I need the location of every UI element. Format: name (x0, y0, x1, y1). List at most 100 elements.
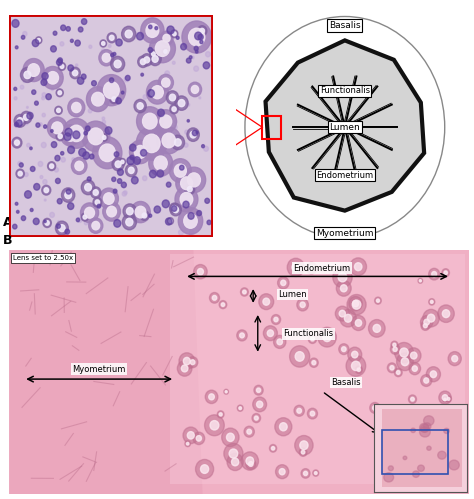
Circle shape (56, 224, 60, 229)
Circle shape (201, 465, 209, 474)
Circle shape (141, 73, 144, 76)
Circle shape (155, 41, 170, 56)
Circle shape (116, 98, 121, 104)
Circle shape (166, 182, 171, 187)
Circle shape (15, 202, 18, 205)
Circle shape (23, 114, 29, 120)
Circle shape (16, 169, 24, 178)
Circle shape (56, 89, 64, 97)
Circle shape (351, 361, 360, 371)
Circle shape (185, 130, 189, 134)
Circle shape (102, 136, 106, 139)
Circle shape (122, 26, 136, 42)
Circle shape (438, 451, 446, 459)
Circle shape (392, 471, 399, 478)
Circle shape (181, 177, 192, 190)
Circle shape (197, 26, 207, 36)
Circle shape (397, 457, 405, 465)
Circle shape (77, 142, 80, 145)
Circle shape (141, 54, 153, 66)
Circle shape (255, 416, 258, 420)
Circle shape (449, 453, 455, 460)
Circle shape (224, 444, 243, 464)
Circle shape (340, 309, 356, 327)
Circle shape (89, 218, 103, 234)
Circle shape (87, 177, 91, 181)
Circle shape (71, 39, 73, 42)
Circle shape (193, 432, 205, 445)
Circle shape (256, 388, 261, 392)
Circle shape (109, 44, 111, 47)
Circle shape (225, 391, 227, 393)
Circle shape (149, 170, 156, 178)
Circle shape (24, 120, 28, 125)
Circle shape (173, 32, 176, 36)
Circle shape (21, 35, 25, 39)
Circle shape (43, 221, 46, 225)
Text: Functionalis: Functionalis (320, 86, 370, 95)
Circle shape (17, 118, 23, 124)
Circle shape (297, 298, 309, 311)
Circle shape (118, 169, 123, 175)
Circle shape (411, 428, 415, 433)
Circle shape (35, 101, 38, 105)
Circle shape (149, 150, 173, 176)
Circle shape (50, 164, 54, 168)
Circle shape (237, 405, 243, 411)
Circle shape (300, 302, 305, 307)
Circle shape (355, 366, 363, 374)
Circle shape (173, 207, 179, 213)
Circle shape (194, 66, 199, 71)
Circle shape (18, 161, 22, 166)
Circle shape (58, 134, 62, 139)
Circle shape (121, 160, 124, 164)
Circle shape (55, 168, 58, 172)
Circle shape (113, 189, 117, 193)
Circle shape (392, 438, 398, 445)
Circle shape (151, 86, 164, 99)
Circle shape (275, 465, 289, 479)
Circle shape (102, 53, 110, 62)
Circle shape (62, 188, 75, 202)
Circle shape (51, 88, 54, 90)
Circle shape (124, 77, 128, 82)
Circle shape (129, 140, 151, 164)
Circle shape (91, 187, 101, 198)
Circle shape (60, 64, 64, 68)
Circle shape (82, 18, 87, 24)
Circle shape (65, 229, 70, 234)
Circle shape (32, 39, 39, 46)
Circle shape (60, 42, 64, 46)
Circle shape (61, 125, 80, 146)
Circle shape (403, 456, 407, 460)
Circle shape (241, 452, 258, 470)
Circle shape (33, 218, 39, 225)
Circle shape (135, 218, 139, 223)
Circle shape (14, 87, 17, 90)
Circle shape (25, 191, 31, 198)
Circle shape (384, 473, 393, 482)
Circle shape (46, 67, 49, 72)
Circle shape (162, 78, 170, 87)
Text: Lumen: Lumen (278, 290, 307, 299)
Circle shape (76, 113, 80, 117)
Circle shape (198, 34, 203, 40)
Circle shape (148, 47, 153, 52)
Circle shape (47, 71, 58, 84)
Circle shape (158, 109, 164, 117)
Circle shape (174, 164, 186, 177)
Circle shape (28, 64, 39, 76)
Circle shape (445, 449, 459, 464)
Circle shape (124, 191, 127, 195)
Circle shape (107, 206, 117, 217)
Circle shape (275, 418, 292, 436)
Circle shape (154, 206, 161, 213)
Circle shape (189, 28, 205, 46)
Circle shape (56, 59, 62, 65)
Circle shape (352, 300, 361, 309)
Circle shape (439, 391, 451, 404)
Circle shape (451, 430, 456, 435)
Circle shape (32, 90, 36, 94)
Circle shape (180, 165, 184, 170)
Circle shape (183, 201, 189, 208)
